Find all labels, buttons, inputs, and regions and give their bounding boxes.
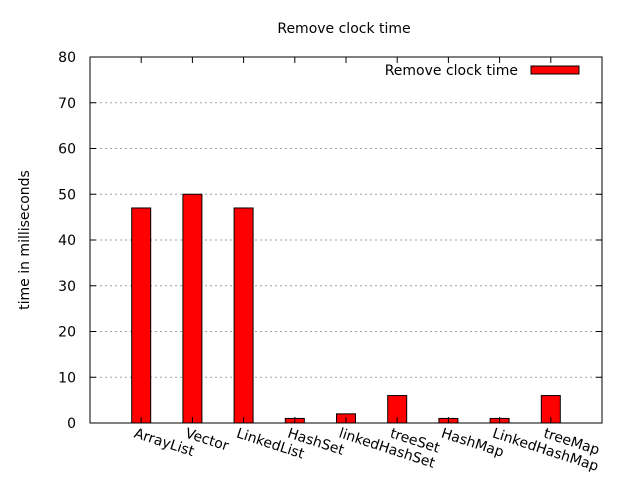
bar-Vector — [182, 193, 203, 424]
y-tick-label: 0 — [67, 416, 76, 432]
bars-layer — [131, 193, 561, 424]
chart-title: Remove clock time — [277, 21, 410, 37]
y-tick-label: 10 — [58, 370, 76, 386]
legend: Remove clock time — [385, 63, 580, 79]
y-tick-label: 70 — [58, 96, 76, 112]
legend-swatch — [530, 65, 580, 75]
plot-frame — [89, 56, 603, 424]
grid-layer — [90, 102, 602, 378]
y-tick-label: 30 — [58, 279, 76, 295]
y-tick-label: 40 — [58, 233, 76, 249]
bar-LinkedList — [233, 207, 254, 424]
y-tick-label: 50 — [58, 187, 76, 203]
bar-ArrayList — [131, 207, 152, 424]
y-tick-label: 20 — [58, 325, 76, 341]
y-axis-label: time in milliseconds — [17, 170, 33, 310]
legend-label: Remove clock time — [385, 63, 518, 79]
y-tick-label: 60 — [58, 142, 76, 158]
y-tick-label: 80 — [58, 50, 76, 66]
